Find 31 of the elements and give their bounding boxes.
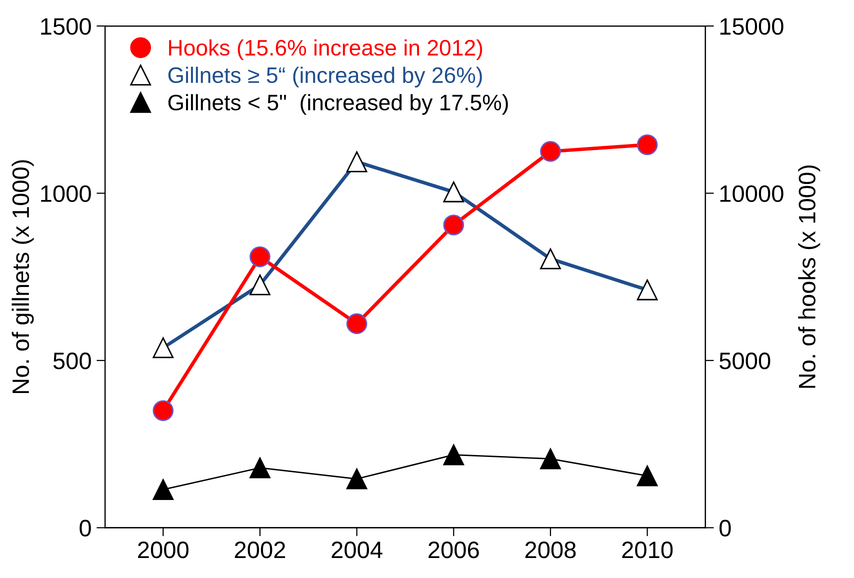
- y2-tick-label: 0: [720, 520, 731, 536]
- y-tick-label: 0: [80, 520, 91, 536]
- x-tick-label: 2006: [428, 542, 479, 558]
- y2-tick-label: 15000: [720, 18, 784, 35]
- point: [540, 448, 561, 470]
- legend-label: Hooks (15.6% increase in 2012): [169, 39, 482, 60]
- point: [152, 479, 174, 500]
- point: [540, 141, 561, 162]
- x-tick-label: 2002: [234, 542, 286, 558]
- y2-tick-label: 5000: [720, 352, 770, 370]
- x-tick-label: 2010: [622, 542, 673, 558]
- x-tick-label: 2000: [138, 542, 188, 558]
- y-tick-label: 1000: [41, 185, 91, 202]
- point: [250, 246, 270, 268]
- point: [636, 465, 658, 486]
- point: [152, 400, 174, 422]
- y-tick-label: 500: [53, 352, 91, 370]
- point: [346, 313, 368, 334]
- point: [443, 444, 464, 466]
- y2-tick-label: 10000: [720, 185, 784, 202]
- point: [250, 457, 270, 478]
- x-tick-label: 2004: [332, 542, 382, 558]
- y-axis-title: No. of gillnets (x 1000): [12, 160, 34, 394]
- legend-label: Gillnets < 5" (increased by 17.5%): [168, 94, 508, 115]
- legend-label: Gillnets ≥ 5“ (increased by 26%): [168, 66, 482, 88]
- y-tick-label: 1500: [41, 18, 91, 35]
- y2-axis-title: No. of hooks (x 1000): [798, 165, 820, 388]
- point: [346, 468, 368, 490]
- point: [443, 214, 464, 236]
- x-tick-label: 2008: [525, 542, 576, 558]
- point: [636, 134, 658, 156]
